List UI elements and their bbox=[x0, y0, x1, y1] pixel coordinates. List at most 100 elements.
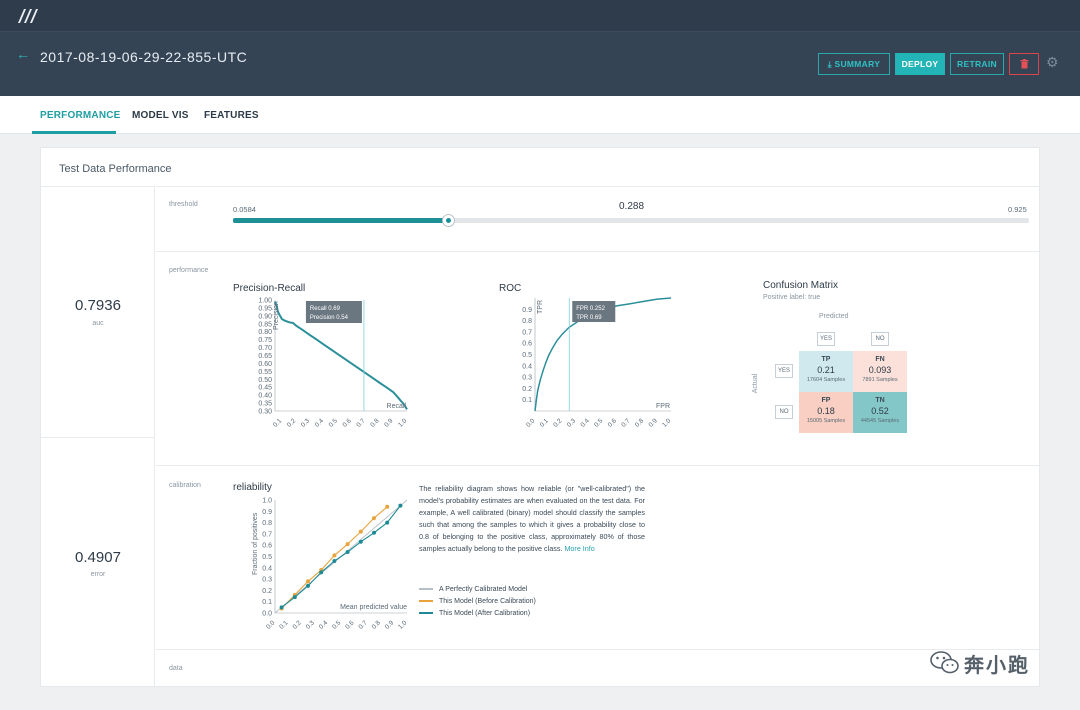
y-tick-label: 0.2 bbox=[522, 386, 532, 393]
x-tick-label: 0.8 bbox=[369, 417, 381, 429]
y-tick-label: 0.7 bbox=[262, 531, 272, 538]
threshold-value: 0.288 bbox=[619, 201, 645, 212]
y-tick-label: 0.0 bbox=[262, 611, 272, 618]
legend-swatch bbox=[419, 600, 433, 603]
threshold-max: 0.925 bbox=[1008, 205, 1027, 214]
actual-yes-button[interactable]: YES bbox=[775, 364, 793, 378]
y-tick-label: 0.85 bbox=[258, 321, 272, 328]
tab-bar: PERFORMANCE MODEL VIS FEATURES bbox=[0, 96, 1080, 134]
reliability-point bbox=[385, 504, 390, 509]
metrics-column: 0.7936 auc 0.4907 error bbox=[41, 186, 155, 688]
confusion-cell-fn: FN 0.093 7891 Samples bbox=[853, 351, 907, 392]
legend-before: This Model (Before Calibration) bbox=[419, 598, 536, 605]
y-axis-label: TPR bbox=[537, 300, 544, 314]
x-tick-label: 0.3 bbox=[566, 417, 578, 429]
reliability-point bbox=[292, 595, 297, 600]
tn-samples: 44545 Samples bbox=[860, 418, 900, 424]
y-tick-label: 0.35 bbox=[258, 401, 272, 408]
row-divider bbox=[156, 465, 1041, 466]
y-tick-label: 0.3 bbox=[262, 577, 272, 584]
x-tick-label: 0.7 bbox=[355, 417, 367, 429]
y-tick-label: 0.50 bbox=[258, 377, 272, 384]
y-tick-label: 0.2 bbox=[262, 588, 272, 595]
x-tick-label: 0.1 bbox=[272, 417, 284, 429]
back-arrow-icon[interactable]: ← bbox=[16, 46, 30, 62]
x-tick-label: 0.5 bbox=[593, 417, 605, 429]
reliability-chart[interactable]: 1.00.90.80.70.60.50.40.30.20.10.00.0 0.1 0… bbox=[233, 492, 413, 638]
more-info-link[interactable]: More Info bbox=[564, 544, 595, 553]
threshold-slider-handle[interactable] bbox=[441, 214, 455, 227]
roc-chart[interactable]: 0.90.80.70.60.50.40.30.20.10.0 0.1 0.2 0.3 0… bbox=[513, 296, 681, 436]
y-tick-label: 0.1 bbox=[262, 599, 272, 606]
reliability-point bbox=[358, 539, 363, 544]
row-divider bbox=[156, 251, 1041, 252]
fn-value: 0.093 bbox=[868, 365, 892, 375]
precision-recall-curve bbox=[274, 301, 408, 410]
tn-label: TN bbox=[875, 397, 885, 404]
watermark: 奔小跑 bbox=[930, 648, 1070, 678]
y-tick-label: 0.7 bbox=[522, 329, 532, 336]
active-tab-indicator bbox=[32, 131, 116, 134]
auc-value: 0.7936 bbox=[75, 297, 121, 314]
summary-button[interactable]: ⤓ SUMMARY bbox=[818, 53, 890, 75]
model-header: ← 2017-08-19-06-29-22-855-UTC ⤓ SUMMARY … bbox=[0, 32, 1080, 96]
predicted-yes-button[interactable]: YES bbox=[817, 332, 835, 346]
x-tick-label: 0.5 bbox=[328, 417, 340, 429]
x-tick-label: 0.6 bbox=[344, 619, 356, 631]
precision-recall-chart[interactable]: 1.000.950.900.850.800.750.700.650.600.55… bbox=[233, 296, 413, 436]
x-tick-label: 0.0 bbox=[265, 619, 277, 631]
predicted-no-button[interactable]: NO bbox=[871, 332, 889, 346]
tooltip-box bbox=[572, 301, 616, 322]
x-tick-label: 0.8 bbox=[634, 417, 646, 429]
deploy-button[interactable]: DEPLOY bbox=[895, 53, 945, 75]
y-tick-label: 0.5 bbox=[262, 554, 272, 561]
delete-button[interactable] bbox=[1009, 53, 1039, 75]
x-tick-label: 0.8 bbox=[371, 619, 383, 631]
retrain-button[interactable]: RETRAIN bbox=[950, 53, 1004, 75]
reliability-point bbox=[372, 516, 376, 521]
legend-perfect-label: A Perfectly Calibrated Model bbox=[439, 586, 528, 593]
roc-curve bbox=[534, 297, 672, 412]
x-tick-label: 0.2 bbox=[291, 619, 303, 631]
x-tick-label: 0.9 bbox=[647, 417, 659, 429]
fn-label: FN bbox=[875, 356, 885, 363]
y-tick-label: 0.80 bbox=[258, 329, 272, 336]
calibration-row-label: calibration bbox=[169, 482, 201, 489]
actual-no-button[interactable]: NO bbox=[775, 405, 793, 419]
brand-logo-icon[interactable] bbox=[16, 7, 46, 25]
reliability-point bbox=[332, 553, 337, 558]
confusion-cell-fp: FP 0.18 15005 Samples bbox=[799, 392, 853, 433]
actual-axis-label: Actual bbox=[752, 373, 760, 394]
y-tick-label: 0.95 bbox=[258, 305, 272, 312]
y-tick-label: 1.0 bbox=[262, 498, 272, 505]
tab-features[interactable]: FEATURES bbox=[204, 110, 259, 121]
roc-chart-title: ROC bbox=[499, 283, 522, 294]
y-tick-label: 0.5 bbox=[522, 352, 532, 359]
tp-samples: 17604 Samples bbox=[806, 377, 846, 383]
y-tick-label: 0.4 bbox=[262, 565, 272, 572]
legend-swatch bbox=[419, 612, 433, 615]
legend-swatch bbox=[419, 588, 433, 591]
tab-performance[interactable]: PERFORMANCE bbox=[40, 110, 121, 121]
gear-icon[interactable]: ⚙ bbox=[1046, 54, 1059, 70]
x-tick-label: 0.3 bbox=[300, 417, 312, 429]
threshold-slider[interactable] bbox=[233, 214, 1029, 227]
x-tick-label: 0.4 bbox=[318, 619, 330, 631]
y-tick-label: 0.55 bbox=[258, 369, 272, 376]
y-axis-label: Fraction of positives bbox=[252, 512, 259, 575]
x-tick-label: 0.2 bbox=[552, 417, 564, 429]
reliability-point bbox=[279, 605, 284, 610]
x-tick-label: 0.1 bbox=[539, 417, 551, 429]
predicted-axis-label: Predicted bbox=[819, 313, 849, 320]
row-divider bbox=[156, 186, 1041, 187]
error-label: error bbox=[90, 571, 106, 578]
reliability-point bbox=[345, 549, 350, 554]
tooltip-fpr: FPR 0.252 bbox=[576, 306, 605, 312]
tab-model-vis[interactable]: MODEL VIS bbox=[132, 110, 189, 121]
tp-value: 0.21 bbox=[817, 365, 835, 375]
reliability-point bbox=[345, 542, 350, 547]
fp-samples: 15005 Samples bbox=[806, 418, 846, 424]
x-tick-label: 0.4 bbox=[579, 417, 591, 429]
x-axis-label: Mean predicted value bbox=[340, 604, 407, 611]
tooltip-tpr: TPR 0.69 bbox=[576, 315, 602, 321]
